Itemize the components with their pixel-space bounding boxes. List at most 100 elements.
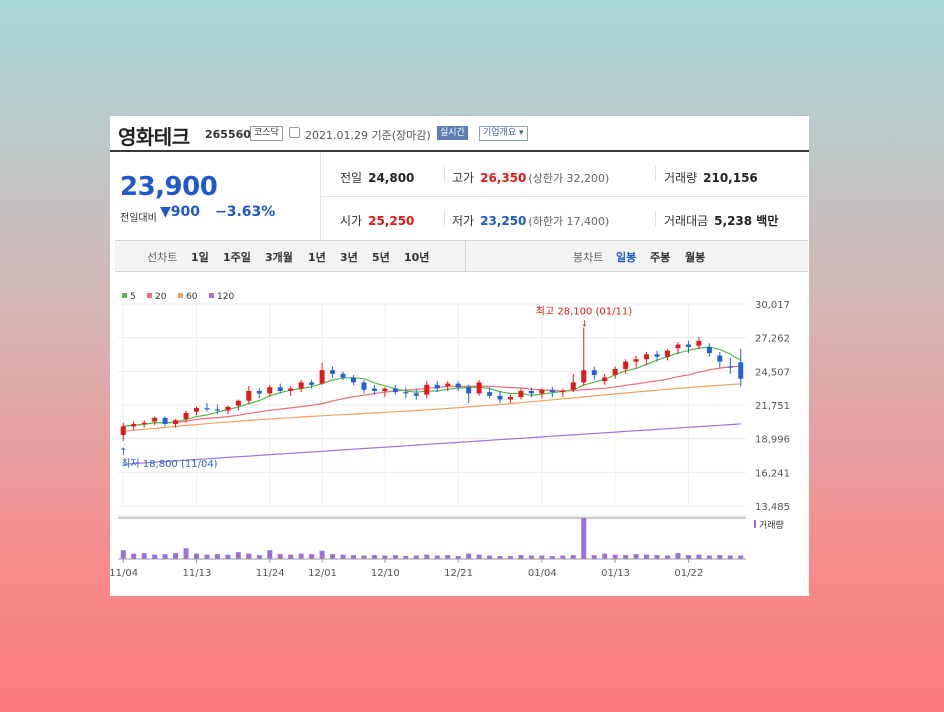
y-tick-label: 27,262: [755, 334, 790, 345]
candle-body: [581, 370, 587, 383]
change-label: 전일대비: [120, 213, 157, 224]
volume-bar: [717, 555, 723, 559]
candle-body: [675, 344, 681, 349]
candle-body: [623, 361, 629, 369]
volume-bar: [382, 555, 388, 559]
volume-bar: [298, 553, 304, 559]
volume-bar: [445, 555, 451, 559]
volume-bar: [267, 550, 273, 559]
tab-10y[interactable]: 10년: [404, 251, 430, 264]
candle-body: [738, 362, 744, 379]
candle-body: [256, 390, 262, 394]
volume-bar: [455, 556, 461, 559]
candle-body: [371, 388, 377, 391]
stat-value: 26,350: [480, 171, 527, 185]
stock-name: 영화테크: [118, 125, 190, 149]
tab-1d[interactable]: 1일: [191, 251, 209, 264]
stat-volume: 거래량 210,156: [664, 169, 758, 186]
realtime-button[interactable]: 실시간: [437, 126, 468, 140]
legend-swatch: [178, 293, 183, 298]
y-tick-label: 13,485: [755, 502, 790, 513]
candle-body: [120, 426, 126, 435]
candle-body: [330, 370, 336, 374]
candle-body: [309, 382, 315, 385]
candle-body: [288, 388, 294, 391]
legend-swatch: [147, 293, 152, 298]
candle-body: [696, 340, 702, 346]
y-tick-label: 24,507: [755, 367, 790, 378]
candle-body: [455, 383, 461, 388]
volume-bar: [246, 553, 252, 559]
tab-3m[interactable]: 3개월: [265, 251, 293, 264]
volume-bar: [162, 554, 168, 559]
stat-value: 23,250: [480, 214, 527, 228]
tab-3y[interactable]: 3년: [340, 251, 358, 264]
stat-prev-close: 전일 24,800: [340, 169, 414, 186]
volume-bar: [497, 556, 503, 559]
divider: [655, 166, 656, 182]
volume-bar: [549, 556, 555, 559]
x-tick-label: 12/10: [371, 568, 400, 579]
legend-label: 120: [217, 292, 234, 302]
volume-bar: [476, 554, 482, 559]
candle-body: [403, 392, 409, 394]
volume-bar: [487, 555, 493, 559]
y-tick-label: 21,751: [755, 401, 790, 412]
ma20-line: [123, 365, 741, 427]
tab-5y[interactable]: 5년: [372, 251, 390, 264]
candle-body: [528, 390, 534, 394]
volume-bar: [539, 555, 545, 559]
volume-bar: [330, 554, 336, 559]
change-value: 900: [170, 204, 201, 220]
volume-bar: [466, 553, 472, 559]
clock-icon: [289, 127, 300, 138]
candle-body: [319, 370, 325, 384]
volume-bar: [288, 554, 294, 559]
stat-sub: (하한가 17,400): [528, 215, 610, 228]
divider: [444, 166, 445, 182]
tab-1y[interactable]: 1년: [308, 251, 326, 264]
candle-body: [612, 368, 618, 376]
tab-monthly[interactable]: 월봉: [685, 251, 706, 264]
volume-bar: [528, 555, 534, 559]
stock-card: 영화테크 265560 코스닥 2021.01.29 기준(장마감) 실시간 기…: [110, 116, 809, 596]
candle-body: [518, 390, 524, 398]
volume-bar: [518, 555, 524, 559]
candle-body: [183, 412, 189, 420]
stat-sub: (상한가 32,200): [528, 172, 610, 185]
x-tick-label: 11/24: [256, 568, 285, 579]
candle-body: [434, 384, 440, 389]
candle-body: [204, 408, 210, 410]
candle-body: [173, 420, 179, 424]
candle-body: [654, 354, 660, 357]
tab-1w[interactable]: 1주일: [223, 251, 251, 264]
candle-body: [476, 382, 482, 394]
y-tick-label: 16,241: [755, 468, 790, 479]
volume-bar: [204, 554, 210, 559]
volume-bar: [413, 555, 419, 559]
candle-body: [727, 366, 733, 368]
volume-bar: [371, 555, 377, 559]
candle-body: [706, 346, 712, 354]
candle-body: [560, 390, 566, 393]
tab-daily[interactable]: 일봉: [616, 251, 637, 264]
stat-value: 5,238 백만: [714, 214, 779, 228]
volume-bar: [654, 555, 660, 559]
candle-body: [466, 387, 472, 394]
tab-weekly[interactable]: 주봉: [650, 251, 671, 264]
candle-body: [298, 382, 304, 389]
volume-bar: [685, 555, 691, 559]
volume-bar: [570, 555, 576, 559]
candle-body: [225, 406, 231, 411]
candle-body: [267, 387, 273, 394]
change-percent: −3.63%: [215, 204, 276, 220]
stat-label: 거래량: [664, 171, 698, 185]
volume-bar: [403, 556, 409, 559]
company-info-button[interactable]: 기업개요 ▾: [479, 126, 528, 141]
candle-body: [685, 344, 691, 347]
chart-tabs: 선차트 1일 1주일 3개월 1년 3년 5년 10년 봉차트 일봉 주봉 월봉: [115, 240, 808, 272]
candle-body: [351, 377, 356, 383]
volume-bar: [623, 555, 629, 559]
candle-body: [194, 408, 199, 412]
stat-value: 24,800: [368, 171, 415, 185]
